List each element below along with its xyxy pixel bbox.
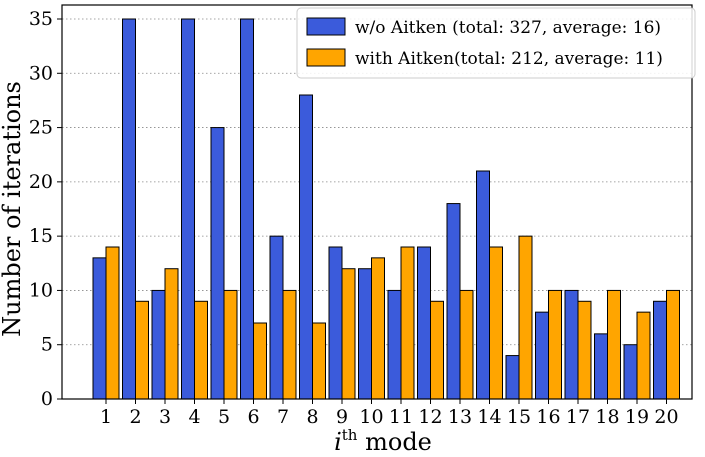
bar-with-aitken-mode-19 xyxy=(636,311,651,400)
bar-without-aitken-mode-12 xyxy=(417,246,431,400)
bar-without-aitken-mode-17 xyxy=(564,289,579,400)
y-tick-label-10: 10 xyxy=(29,279,53,301)
x-ticks: 1 2 3 4 5 6 7 8 9 10 11 12 13 14 15 16 17 18 19 20 xyxy=(100,399,679,428)
x-tick-label-13: 13 xyxy=(448,406,472,428)
bar-with-aitken-mode-3 xyxy=(164,268,179,400)
bar-with-aitken-mode-17 xyxy=(577,300,592,400)
plot-frame xyxy=(61,4,693,400)
x-tick-label-14: 14 xyxy=(477,406,501,428)
bar-without-aitken-mode-6 xyxy=(240,18,254,400)
bar-with-aitken-mode-16 xyxy=(548,289,562,400)
x-tick-label-1: 1 xyxy=(100,406,112,428)
bar-with-aitken-mode-15 xyxy=(518,235,533,400)
bar-without-aitken-mode-20 xyxy=(653,300,667,400)
bar-with-aitken-mode-4 xyxy=(194,300,208,400)
bar-without-aitken-mode-14 xyxy=(476,170,490,400)
bar-without-aitken-mode-19 xyxy=(623,344,638,400)
y-tick-label-25: 25 xyxy=(29,117,53,139)
bar-without-aitken-mode-16 xyxy=(535,311,549,400)
x-axis-label: ith mode xyxy=(334,426,432,456)
legend-box xyxy=(296,7,696,79)
bar-with-aitken-mode-11 xyxy=(400,246,415,400)
bars xyxy=(92,18,680,400)
x-axis-label-rest: mode xyxy=(357,428,431,456)
x-tick-label-2: 2 xyxy=(129,406,141,428)
x-tick-label-9: 9 xyxy=(336,406,348,428)
bar-without-aitken-mode-5 xyxy=(210,127,225,400)
bar-with-aitken-mode-10 xyxy=(371,257,385,400)
bar-without-aitken-mode-10 xyxy=(358,268,372,400)
x-tick-label-19: 19 xyxy=(625,406,649,428)
bar-with-aitken-mode-2 xyxy=(135,300,149,400)
bar-with-aitken-mode-12 xyxy=(430,300,444,400)
bar-without-aitken-mode-9 xyxy=(328,246,343,400)
x-tick-label-11: 11 xyxy=(389,406,413,428)
bar-with-aitken-mode-18 xyxy=(607,289,621,400)
bar-with-aitken-mode-6 xyxy=(253,322,267,400)
y-tick-label-0: 0 xyxy=(41,388,53,410)
x-tick-label-4: 4 xyxy=(188,406,200,428)
axes xyxy=(61,4,693,400)
x-tick-label-3: 3 xyxy=(159,406,171,428)
legend-label-without-aitken: w/o Aitken (total: 327, average: 16) xyxy=(355,18,661,38)
bar-with-aitken-mode-1 xyxy=(105,246,120,400)
y-tick-label-30: 30 xyxy=(29,62,53,84)
y-tick-label-35: 35 xyxy=(29,8,53,30)
bar-with-aitken-mode-20 xyxy=(666,289,680,400)
y-tick-label-5: 5 xyxy=(41,334,53,356)
legend-swatch-without-aitken xyxy=(306,17,346,36)
bar-without-aitken-mode-8 xyxy=(299,94,313,400)
y-tick-label-15: 15 xyxy=(29,225,53,247)
x-tick-label-18: 18 xyxy=(595,406,619,428)
x-tick-label-10: 10 xyxy=(359,406,383,428)
bar-without-aitken-mode-7 xyxy=(269,235,284,400)
bar-without-aitken-mode-18 xyxy=(594,333,608,400)
bar-without-aitken-mode-15 xyxy=(505,355,520,400)
x-axis-label-main: i xyxy=(334,428,342,456)
bar-with-aitken-mode-14 xyxy=(489,246,503,400)
bar-with-aitken-mode-8 xyxy=(312,322,326,400)
x-tick-label-16: 16 xyxy=(536,406,560,428)
x-tick-label-5: 5 xyxy=(218,406,230,428)
bar-without-aitken-mode-13 xyxy=(446,203,461,400)
bar-with-aitken-mode-9 xyxy=(341,268,356,400)
x-tick-label-6: 6 xyxy=(247,406,259,428)
bar-without-aitken-mode-11 xyxy=(387,289,402,400)
y-axis-label: Number of iterations xyxy=(0,81,26,337)
x-tick-label-15: 15 xyxy=(507,406,531,428)
x-tick-label-8: 8 xyxy=(306,406,318,428)
legend-swatch-with-aitken xyxy=(306,48,346,67)
bar-without-aitken-mode-2 xyxy=(122,18,136,400)
bar-without-aitken-mode-1 xyxy=(92,257,107,400)
y-ticks: 0 5 10 15 20 25 30 35 xyxy=(29,8,62,410)
legend-label-with-aitken: with Aitken(total: 212, average: 11) xyxy=(355,49,663,69)
bar-with-aitken-mode-13 xyxy=(459,289,474,400)
bar-with-aitken-mode-5 xyxy=(223,289,238,400)
bar-without-aitken-mode-4 xyxy=(181,18,195,400)
x-axis-label-sup: th xyxy=(342,426,358,444)
y-tick-label-20: 20 xyxy=(29,171,53,193)
x-tick-label-20: 20 xyxy=(654,406,678,428)
bar-with-aitken-mode-7 xyxy=(282,289,297,400)
legend: w/o Aitken (total: 327, average: 16) wit… xyxy=(296,7,696,79)
x-tick-label-7: 7 xyxy=(277,406,289,428)
bar-without-aitken-mode-3 xyxy=(151,289,166,400)
x-tick-label-17: 17 xyxy=(566,406,590,428)
x-tick-label-12: 12 xyxy=(418,406,442,428)
